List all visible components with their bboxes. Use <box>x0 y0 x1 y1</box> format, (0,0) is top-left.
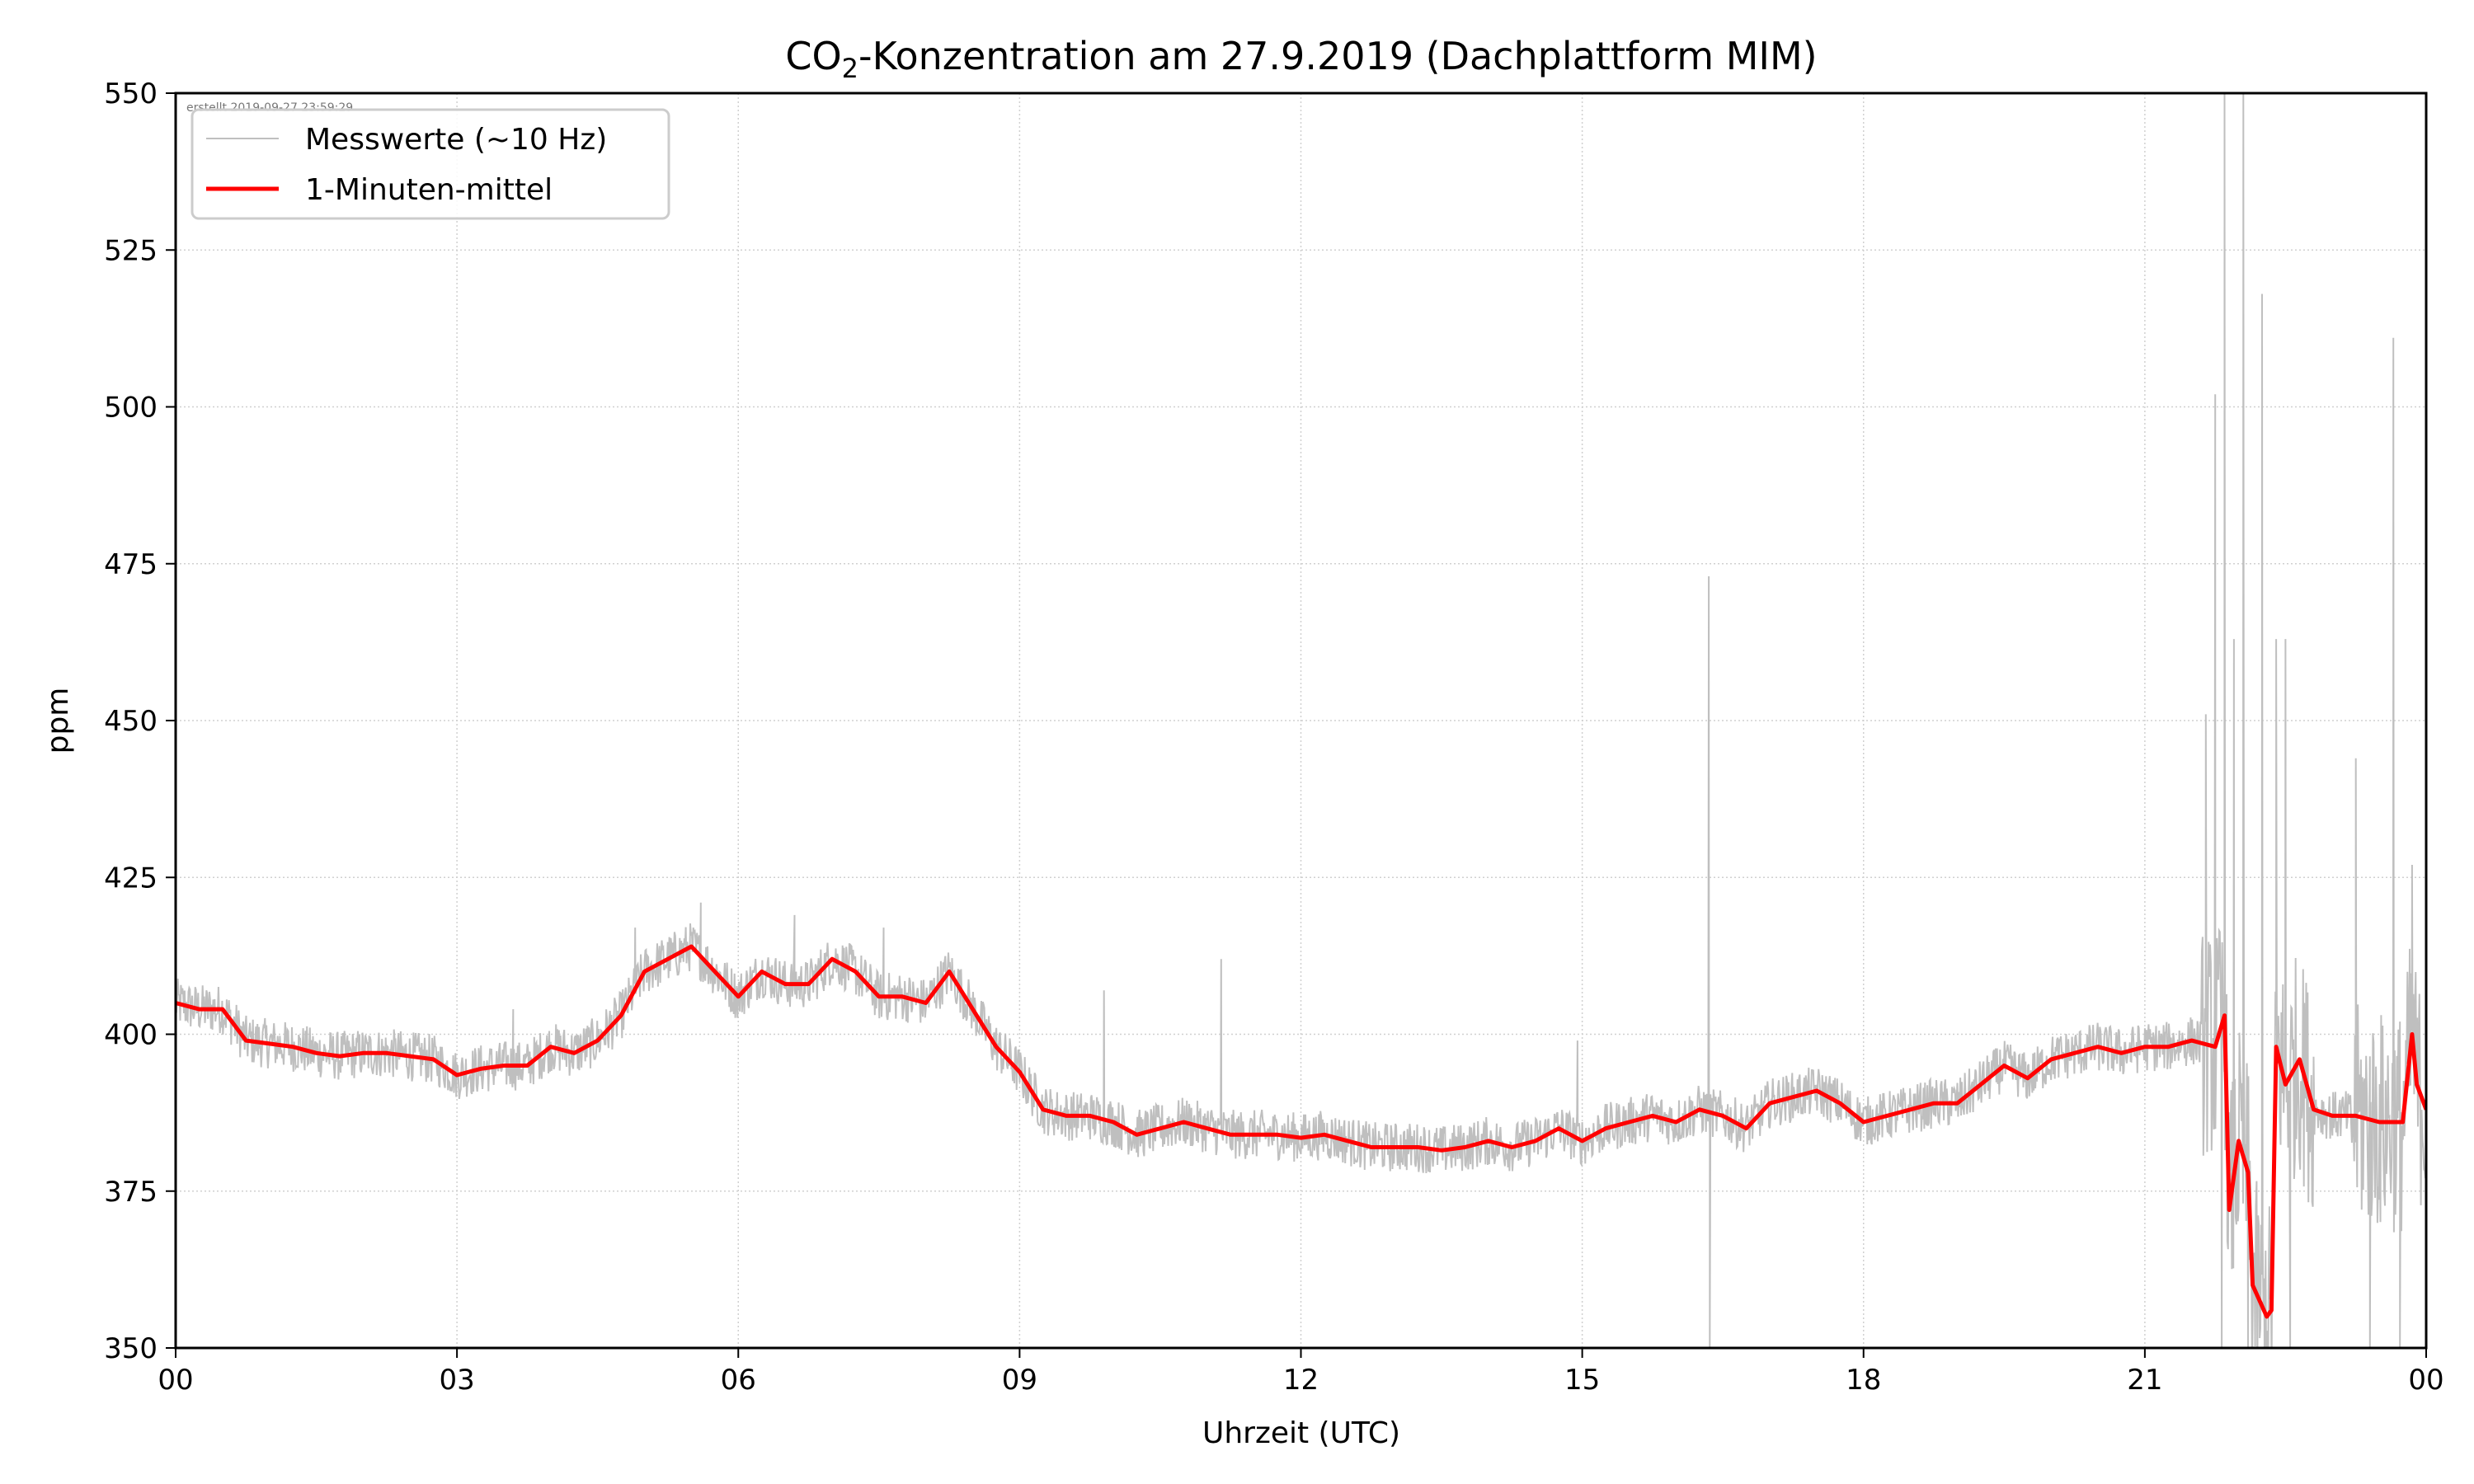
legend-label-mean: 1-Minuten-mittel <box>305 173 553 207</box>
series-layer <box>176 93 2426 1348</box>
legend-label-raw: Messwerte (~10 Hz) <box>305 123 607 157</box>
y-tick-label: 475 <box>104 548 158 581</box>
y-axis-label: ppm <box>41 688 75 754</box>
y-tick-label: 425 <box>104 862 158 895</box>
raw-measurements-line <box>176 93 2426 1348</box>
one-minute-mean-line <box>176 944 2426 1319</box>
grid-lines <box>176 93 2426 1348</box>
axis-ticks: 00 03 06 09 12 15 18 21 003503754004254504755005… <box>104 77 2444 1397</box>
y-tick-label: 525 <box>104 234 158 267</box>
chart-title: CO2-Konzentration am 27.9.2019 (Dachplat… <box>785 34 1817 84</box>
x-axis-label: Uhrzeit (UTC) <box>1202 1416 1400 1450</box>
x-tick-label: 12 <box>1283 1364 1319 1397</box>
x-tick-label: 15 <box>1564 1364 1600 1397</box>
y-tick-label: 375 <box>104 1176 158 1209</box>
y-tick-label: 500 <box>104 392 158 425</box>
y-tick-label: 550 <box>104 77 158 110</box>
x-tick-label: 00 <box>2408 1364 2443 1397</box>
x-tick-label: 00 <box>158 1364 193 1397</box>
x-tick-label: 18 <box>1846 1364 1881 1397</box>
x-tick-label: 06 <box>721 1364 756 1397</box>
y-tick-label: 450 <box>104 705 158 738</box>
x-tick-label: 09 <box>1002 1364 1037 1397</box>
x-tick-label: 21 <box>2127 1364 2162 1397</box>
legend: Messwerte (~10 Hz) 1-Minuten-mittel <box>190 108 670 220</box>
y-tick-label: 400 <box>104 1019 158 1052</box>
y-tick-label: 350 <box>104 1332 158 1365</box>
x-tick-label: 03 <box>439 1364 474 1397</box>
